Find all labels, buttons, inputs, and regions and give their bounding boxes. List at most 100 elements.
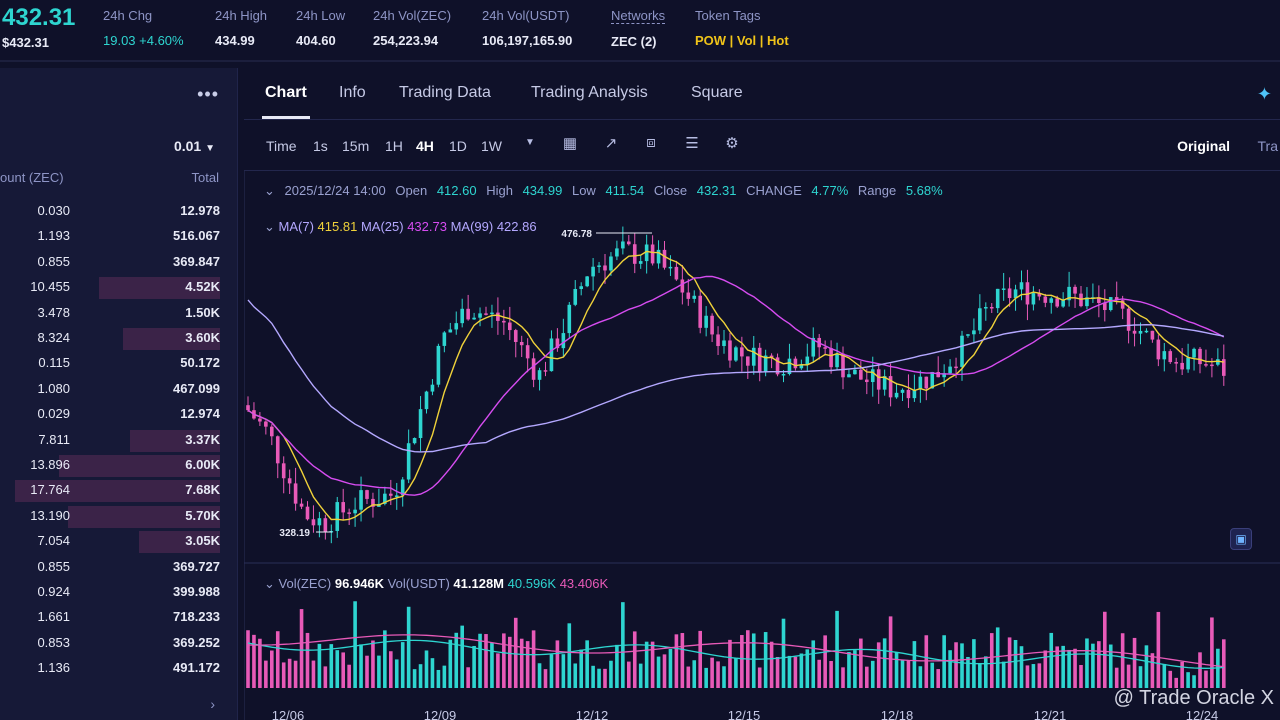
- settings-sliders-icon[interactable]: ☰: [685, 135, 699, 152]
- tab-chart[interactable]: Chart: [265, 84, 307, 101]
- chevron-down-icon[interactable]: ⌄: [264, 183, 275, 198]
- candle: [561, 333, 566, 349]
- indicator-icon[interactable]: ↗: [604, 135, 618, 152]
- table-row[interactable]: 13.190 5.70K: [0, 504, 238, 528]
- volume-bar: [710, 657, 714, 688]
- precision-value: 0.01: [173, 138, 202, 154]
- tab-trading-data[interactable]: Trading Data: [399, 84, 491, 101]
- interval-1w[interactable]: 1W: [481, 138, 502, 154]
- candlestick-chart[interactable]: 476.78 328.19 12/06 12/09 12/12 12/15 12/18 12/…: [244, 68, 1280, 720]
- tab-square[interactable]: Square: [691, 84, 743, 101]
- candle: [1061, 300, 1065, 307]
- row-amount: 0.855: [37, 253, 70, 269]
- view-tradingview[interactable]: Tra: [1257, 138, 1278, 154]
- table-row[interactable]: 0.855 369.847: [0, 250, 238, 274]
- high-marker: 476.78: [561, 229, 592, 240]
- tab-info[interactable]: Info: [339, 84, 366, 101]
- table-row[interactable]: 0.030 12.978: [0, 199, 238, 223]
- volume-bar: [299, 609, 304, 688]
- stat-value[interactable]: POW | Vol | Hot: [695, 33, 789, 48]
- interval-4h[interactable]: 4H: [416, 138, 434, 154]
- candle: [805, 356, 810, 365]
- interval-time[interactable]: Time: [266, 138, 297, 154]
- candle: [585, 276, 589, 287]
- volume-bar: [787, 655, 792, 688]
- candle: [496, 312, 500, 321]
- volume-bar: [1091, 643, 1095, 688]
- range-value: 5.68%: [905, 183, 943, 198]
- more-dots-icon[interactable]: •••: [197, 84, 219, 104]
- volume-bar: [740, 635, 744, 688]
- candle: [1180, 362, 1184, 370]
- table-row[interactable]: 13.896 6.00K: [0, 453, 238, 477]
- stat-networks[interactable]: Networks ZEC (2): [611, 8, 666, 49]
- row-total: 4.52K: [185, 279, 220, 295]
- table-row[interactable]: 10.455 4.52K: [0, 275, 238, 300]
- candle: [870, 369, 875, 383]
- chevron-down-icon[interactable]: ⌄: [264, 576, 275, 591]
- volume-bar: [1061, 645, 1065, 688]
- volume-bar: [448, 639, 453, 688]
- candle: [383, 493, 387, 504]
- volume-bar: [698, 630, 702, 688]
- table-row[interactable]: 0.853 369.252: [0, 631, 238, 655]
- candle: [882, 376, 887, 390]
- interval-1d[interactable]: 1D: [449, 138, 467, 154]
- table-row[interactable]: 0.924 399.988: [0, 580, 238, 604]
- interval-1s[interactable]: 1s: [313, 138, 328, 154]
- chevron-down-icon[interactable]: ⌄: [264, 219, 275, 234]
- assistant-icon[interactable]: ▣: [1230, 528, 1252, 550]
- table-row[interactable]: 1.136 491.172: [0, 656, 238, 680]
- row-amount: 7.054: [37, 533, 70, 549]
- tab-trading-analysis[interactable]: Trading Analysis: [531, 84, 648, 101]
- dropdown-icon[interactable]: ▼: [525, 137, 535, 148]
- gear-icon[interactable]: ⚙: [725, 135, 739, 152]
- table-row[interactable]: 3.478 1.50K: [0, 301, 238, 325]
- x-tick-label: 12/09: [424, 708, 457, 720]
- table-row[interactable]: 7.054 3.05K: [0, 529, 238, 554]
- table-row[interactable]: 1.193 516.067: [0, 224, 238, 248]
- volume-bar: [912, 641, 917, 688]
- candle: [359, 490, 363, 510]
- table-row[interactable]: 1.080 467.099: [0, 377, 238, 401]
- volume-bar: [567, 623, 572, 688]
- candle: [924, 376, 929, 389]
- table-row[interactable]: 8.324 3.60K: [0, 326, 238, 350]
- interval-15m[interactable]: 15m: [342, 138, 370, 154]
- volume-bar: [543, 669, 548, 688]
- volume-bar: [317, 643, 322, 688]
- vol-ma2-line: [247, 634, 1224, 668]
- interval-1h[interactable]: 1H: [385, 138, 403, 154]
- row-amount: 0.924: [37, 584, 70, 599]
- volume-bar: [615, 644, 619, 688]
- table-row[interactable]: 0.115 50.172: [0, 351, 238, 375]
- candle: [686, 292, 691, 299]
- volume-bar: [460, 625, 464, 688]
- table-row[interactable]: 0.029 12.974: [0, 402, 238, 426]
- volume-bar: [1049, 632, 1054, 688]
- volume-bar: [246, 630, 250, 688]
- view-original[interactable]: Original: [1177, 138, 1230, 154]
- calendar-icon[interactable]: ▦: [562, 135, 578, 152]
- candle: [1019, 282, 1024, 290]
- candle: [638, 261, 643, 264]
- table-row[interactable]: 7.811 3.37K: [0, 428, 238, 452]
- chevron-right-icon[interactable]: ›: [210, 696, 215, 712]
- volume-bar: [1013, 639, 1018, 688]
- volume-bar: [513, 617, 518, 688]
- candle: [865, 379, 869, 383]
- table-row[interactable]: 0.855 369.727: [0, 555, 238, 579]
- table-row[interactable]: 1.661 718.233: [0, 605, 238, 629]
- depth-bar: [130, 429, 220, 452]
- candle: [722, 340, 726, 347]
- volume-bar: [817, 659, 821, 688]
- table-row[interactable]: 17.764 7.68K: [0, 478, 238, 503]
- ma99-label: MA(99): [450, 219, 494, 234]
- stat-label[interactable]: Networks: [611, 8, 666, 24]
- sparkle-icon[interactable]: ✦: [1256, 84, 1272, 104]
- precision-select[interactable]: 0.01 ▼: [174, 138, 215, 154]
- candle: [317, 518, 322, 526]
- candle-type-icon[interactable]: ⧈: [646, 134, 656, 151]
- volume-bar: [781, 618, 786, 688]
- volume-bar: [829, 661, 833, 688]
